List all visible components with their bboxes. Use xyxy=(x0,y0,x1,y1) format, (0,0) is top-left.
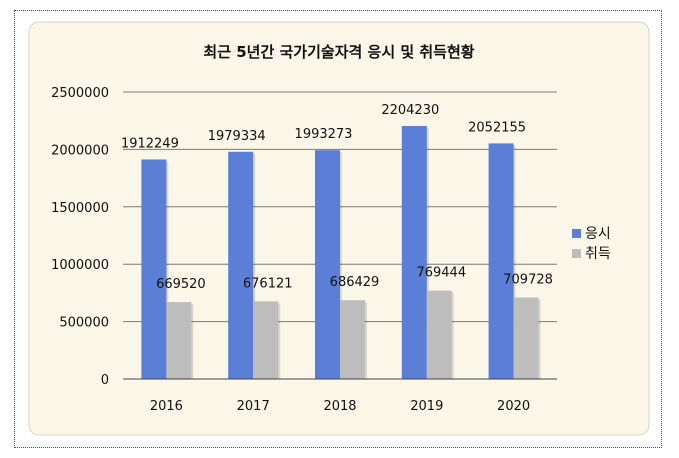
data-label: 2204230 xyxy=(381,103,439,118)
bar-applicants-2019 xyxy=(401,125,427,379)
data-label: 676121 xyxy=(243,276,293,291)
x-tick-label: 2020 xyxy=(497,399,530,414)
y-tick-label: 1000000 xyxy=(51,258,109,273)
data-label: 2052155 xyxy=(468,120,526,135)
bar-applicants-2016 xyxy=(141,159,167,379)
y-tick-label: 0 xyxy=(101,373,109,388)
data-label: 1912249 xyxy=(121,136,179,151)
x-tick-label: 2017 xyxy=(237,399,270,414)
bar-applicants-2018 xyxy=(315,150,340,379)
y-tick-label: 2000000 xyxy=(51,143,109,158)
x-tick-label: 2018 xyxy=(323,399,356,414)
bar-acquired-2019 xyxy=(426,290,452,379)
y-tick-label: 2500000 xyxy=(51,86,109,101)
legend-label: 취득 xyxy=(585,246,611,262)
data-label: 769444 xyxy=(416,266,466,281)
legend-swatch xyxy=(572,229,581,238)
x-tick-label: 2016 xyxy=(150,399,183,414)
data-label: 1979334 xyxy=(208,129,266,144)
data-labels: 1912249 669520 1979334 676121 1993273 686429 2… xyxy=(121,103,553,292)
y-tick-label: 500000 xyxy=(59,316,109,331)
data-label: 669520 xyxy=(156,277,206,292)
legend-swatch xyxy=(572,249,581,258)
y-tick-label: 1500000 xyxy=(51,201,109,216)
bars xyxy=(141,125,541,379)
bar-acquired-2018 xyxy=(340,300,365,379)
data-label: 1993273 xyxy=(295,127,353,142)
bar-applicants-2020 xyxy=(488,143,514,379)
bar-acquired-2017 xyxy=(253,301,279,379)
data-label: 686429 xyxy=(330,275,380,290)
x-axis-ticks: 2016 2017 2018 2019 2020 xyxy=(150,399,530,414)
data-label: 709728 xyxy=(503,273,553,288)
bar-acquired-2016 xyxy=(166,302,192,379)
legend-label: 응시 xyxy=(585,226,611,242)
x-tick-label: 2019 xyxy=(410,399,443,414)
y-axis-ticks: 0 500000 1000000 1500000 2000000 2500000 xyxy=(51,86,109,388)
bar-applicants-2017 xyxy=(228,151,254,379)
chart-title: 최근 5년간 국가기술자격 응시 및 취득현황 xyxy=(203,43,474,61)
bar-acquired-2020 xyxy=(513,297,539,379)
